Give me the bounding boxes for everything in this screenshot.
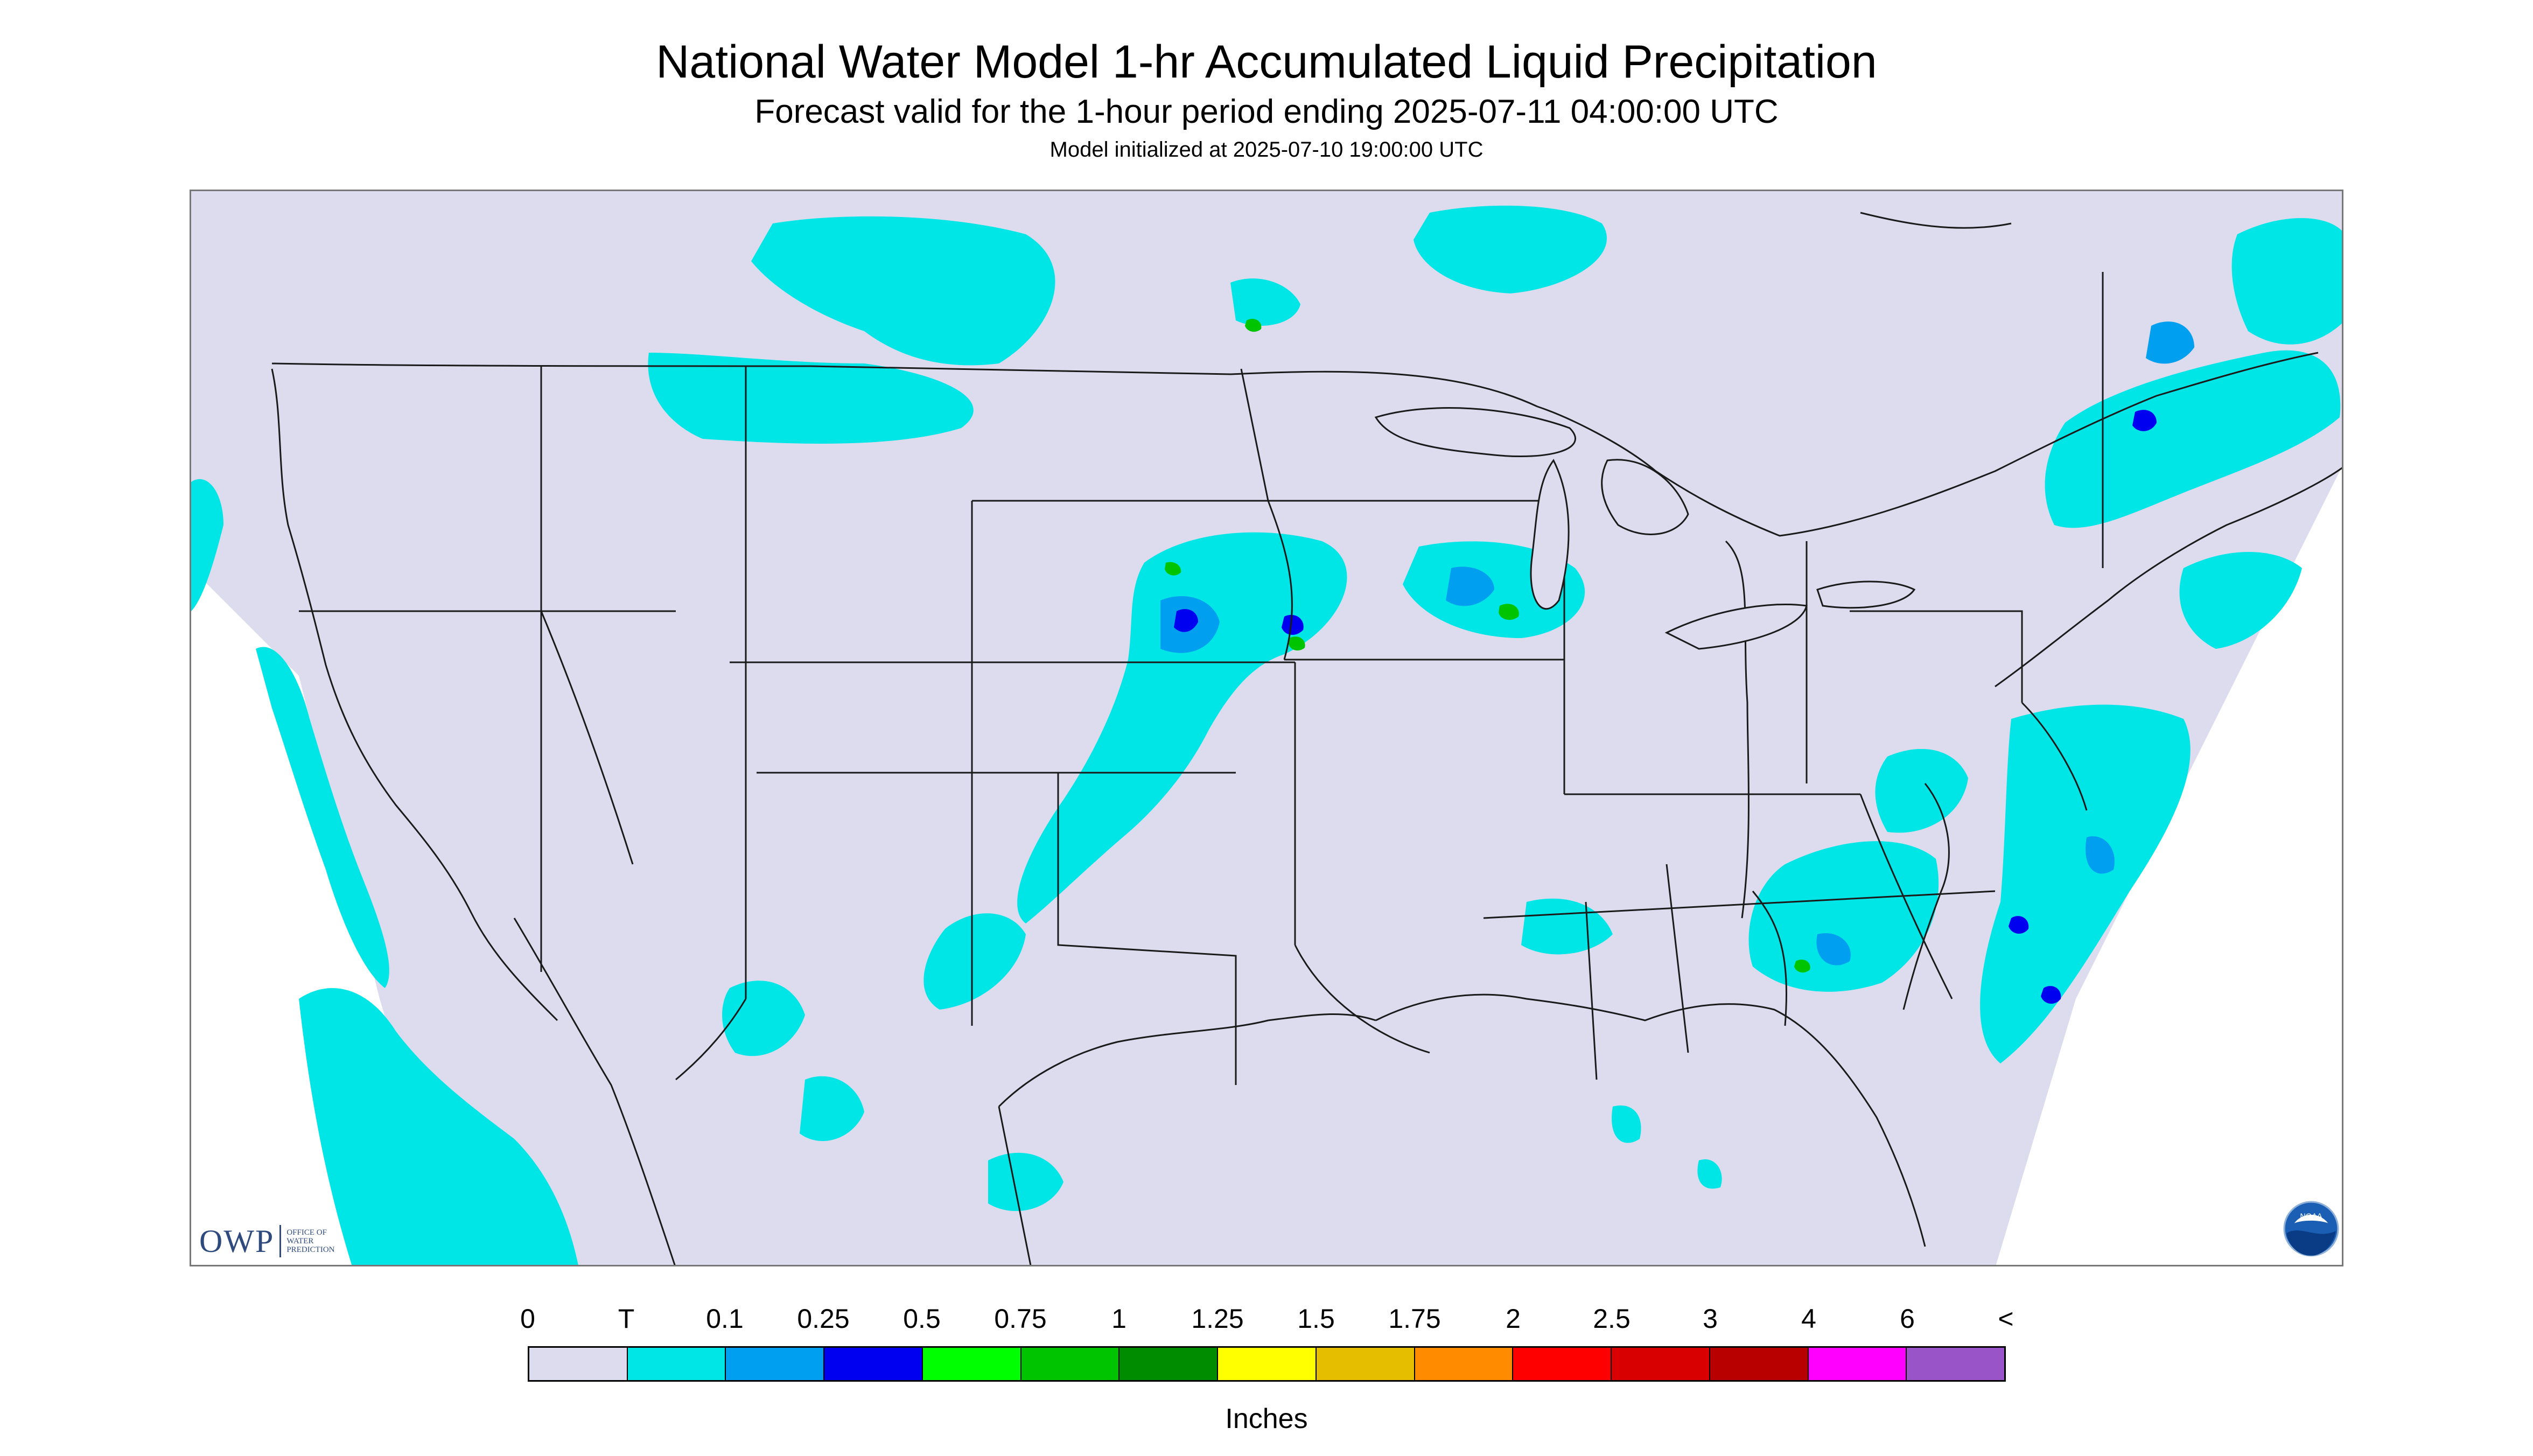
coastlines [271, 212, 2342, 1265]
colorbar-tick-label: 6 [1900, 1304, 1915, 1334]
owp-logo-letters: OWP [199, 1223, 275, 1259]
noaa-logo-text: NOAA [2300, 1212, 2322, 1221]
colorbar-tick-label: 0.25 [797, 1304, 850, 1334]
colorbar-tick-label: 2 [1506, 1304, 1521, 1334]
init-time: Model initialized at 2025-07-10 19:00:00… [1049, 138, 1484, 162]
colorbar-segment [529, 1348, 628, 1380]
colorbar-segment [1316, 1348, 1415, 1380]
owp-logo-divider [279, 1225, 282, 1257]
great-lakes [1374, 407, 1916, 650]
colorbar-tick-label: 0 [520, 1304, 535, 1334]
colorbar-tick-label: 1.5 [1297, 1304, 1335, 1334]
colorbar-segment [1119, 1348, 1219, 1380]
colorbar-segment [1710, 1348, 1809, 1380]
colorbar-segment [627, 1348, 726, 1380]
precip-heavy [1165, 319, 1810, 973]
map-subtitle: Forecast valid for the 1-hour period end… [754, 93, 1779, 130]
colorbar-tick-label: 2.5 [1593, 1304, 1631, 1334]
owp-name-line1: OFFICE OF [286, 1228, 327, 1237]
colorbar-segment [1612, 1348, 1710, 1380]
owp-logo: OWP OFFICE OF WATER PREDICTION [199, 1222, 362, 1260]
colorbar-tick-label: 1 [1111, 1304, 1126, 1334]
colorbar-tick-label: 0.1 [706, 1304, 744, 1334]
colorbar-segment [726, 1348, 825, 1380]
colorbar-segment [1907, 1348, 2005, 1380]
colorbar-tick-label: 1.75 [1388, 1304, 1441, 1334]
colorbar-tick-label: 4 [1801, 1304, 1816, 1334]
colorbar-segment [1513, 1348, 1612, 1380]
colorbar-tick-label: T [618, 1304, 635, 1334]
owp-name-line2: WATER [286, 1237, 314, 1245]
colorbar-segment [1808, 1348, 1907, 1380]
noaa-logo: NOAA [2283, 1201, 2339, 1257]
noaa-logo-bird [2294, 1215, 2328, 1223]
colorbar-segment [1021, 1348, 1120, 1380]
map-canvas [191, 191, 2342, 1265]
precipitation-map [190, 190, 2343, 1266]
colorbar-segment [1415, 1348, 1514, 1380]
owp-logo-name: OFFICE OF WATER PREDICTION [286, 1228, 362, 1254]
colorbar-tick-label: 1.25 [1191, 1304, 1244, 1334]
map-title: National Water Model 1-hr Accumulated Li… [656, 36, 1877, 88]
colorbar-segment [1218, 1348, 1317, 1380]
boundaries [271, 272, 2319, 1085]
colorbar-segment [824, 1348, 923, 1380]
precip-moderate [1174, 410, 2157, 1004]
noaa-logo-wave [2286, 1230, 2336, 1256]
colorbar-tick-label: < [1998, 1304, 2014, 1334]
colorbar-tick-label: 0.75 [994, 1304, 1047, 1334]
colorbar-tick-label: 0.5 [903, 1304, 941, 1334]
owp-name-line3: PREDICTION [286, 1245, 335, 1254]
colorbar-segment [922, 1348, 1021, 1380]
colorbar [528, 1346, 2006, 1382]
colorbar-tick-label: 3 [1703, 1304, 1718, 1334]
colorbar-units: Inches [1225, 1403, 1308, 1434]
